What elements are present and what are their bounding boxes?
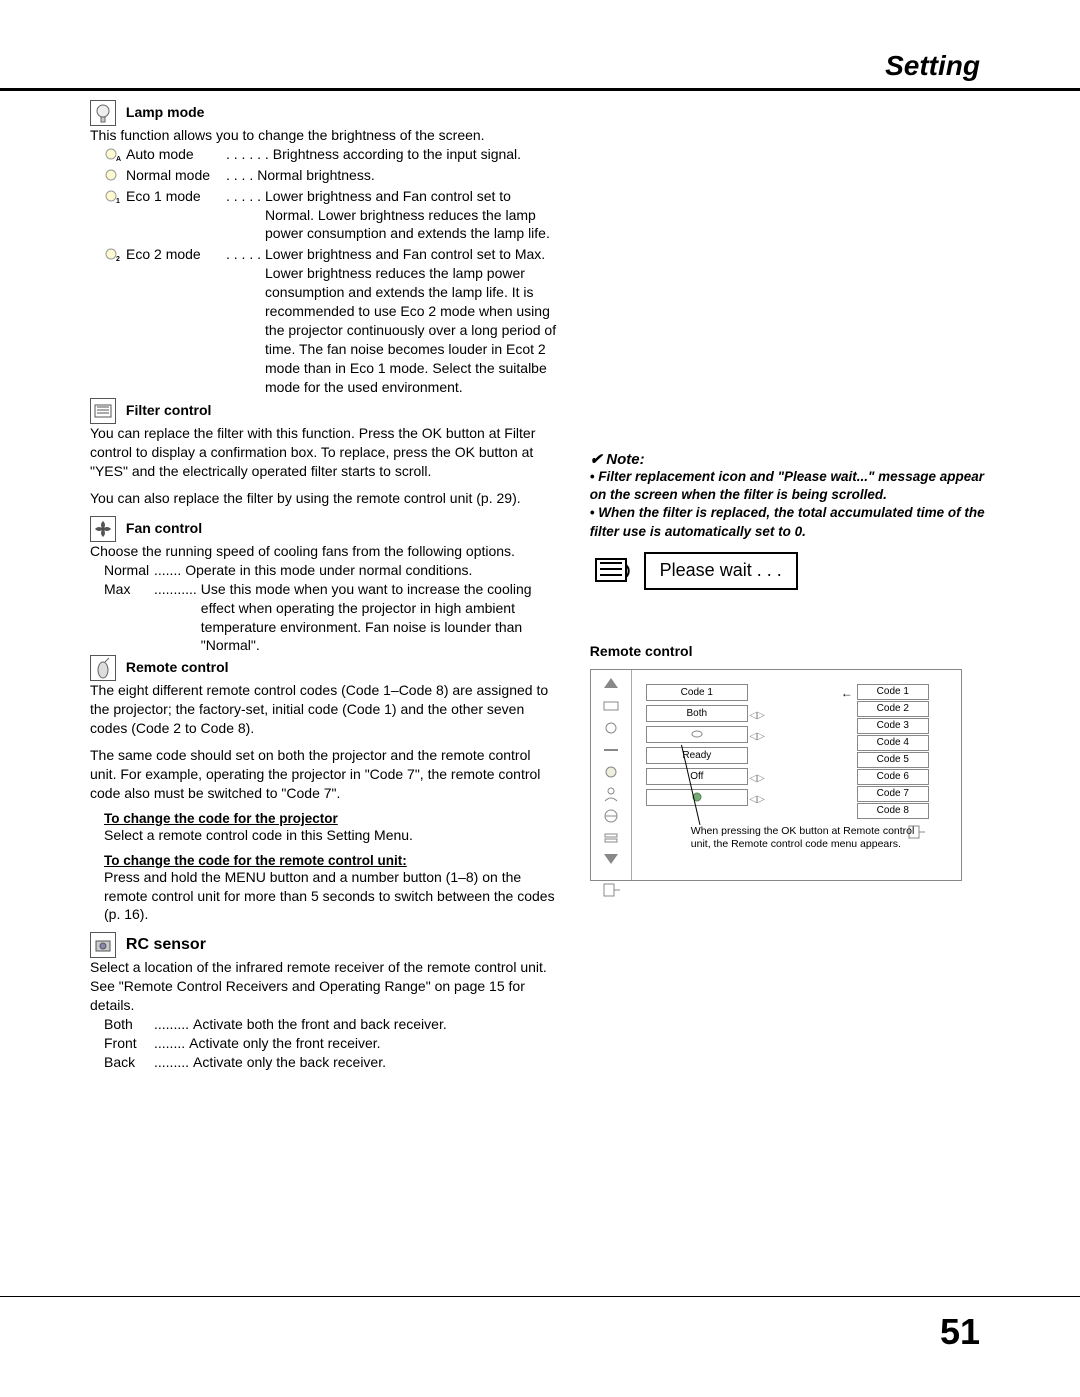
bulb-small-icon [600, 764, 622, 780]
triangle-up-icon [600, 676, 622, 692]
remote-sub2-h: To change the code for the remote contro… [104, 853, 560, 868]
bulb-icon [90, 100, 116, 126]
page-number: 51 [940, 1311, 980, 1353]
rc-panel-mid: Code 1 Both◁▷ ◁▷ Ready Off◁▷ ◁▷ [646, 684, 766, 810]
content-columns: Lamp mode This function allows you to ch… [90, 100, 990, 1317]
page: Setting Lamp mode This function allows y… [0, 0, 1080, 1397]
page-title: Setting [0, 50, 980, 82]
rc-code-3: Code 3 [857, 718, 929, 734]
please-wait-row: Please wait . . . [590, 549, 990, 593]
person-icon [600, 786, 622, 802]
rc-panel-left-strip [591, 670, 632, 880]
remote-heading: Remote control [126, 659, 229, 675]
lamp-mode-eco2: 2 Eco 2 mode . . . . . Lower brightness … [104, 245, 560, 396]
spacer [590, 100, 990, 450]
right-column: ✔ Note: • Filter replacement icon and "P… [590, 100, 990, 1317]
rc-panel-caption: When pressing the OK button at Remote co… [691, 825, 921, 851]
stack-icon [600, 830, 622, 846]
svg-text:1: 1 [116, 198, 120, 205]
please-wait-box: Please wait . . . [644, 552, 798, 590]
rc-heading: RC sensor [126, 936, 206, 953]
lamp-mode-auto: A Auto mode . . . . . . Brightness accor… [104, 145, 560, 164]
remote-sub1-h: To change the code for the projector [104, 811, 560, 826]
bulb-auto-icon: A [104, 147, 122, 163]
lamp-mode-eco1: 1 Eco 1 mode . . . . . Lower brightness … [104, 187, 560, 244]
page-header: Setting [0, 50, 1080, 91]
rc-code-4: Code 4 [857, 735, 929, 751]
globe-icon [600, 808, 622, 824]
svg-text:A: A [116, 156, 121, 163]
note-item-1: • Filter replacement icon and "Please wa… [590, 468, 990, 504]
fan-opt-max: Max........... Use this mode when you wa… [104, 580, 560, 656]
rc-field-4: Off◁▷ [646, 768, 748, 785]
remote-icon [90, 655, 116, 681]
remote-p2: The same code should set on both the pro… [90, 746, 560, 803]
rc-code-6: Code 6 [857, 769, 929, 785]
triangle-down-icon [600, 852, 622, 868]
tool-icon [600, 720, 622, 736]
bulb-eco2-icon: 2 [104, 247, 122, 263]
note-heading: Note: [606, 451, 644, 468]
rc-panel-title: Remote control [590, 643, 990, 659]
rc-field-2: ◁▷ [646, 726, 748, 743]
rc-opt-both: Both......... Activate both the front an… [104, 1015, 560, 1034]
note-item-2: • When the filter is replaced, the total… [590, 504, 990, 540]
exit-icon [600, 882, 622, 898]
footer-rule [0, 1296, 1080, 1297]
rc-intro: Select a location of the infrared remote… [90, 958, 560, 1015]
filter-heading: Filter control [126, 402, 212, 418]
rc-field-0: Code 1 [646, 684, 748, 701]
filter-icon [90, 398, 116, 424]
fan-intro: Choose the running speed of cooling fans… [90, 542, 560, 561]
rc-code-7: Code 7 [857, 786, 929, 802]
rc-panel-right: Code 1 Code 2 Code 3 Code 4 Code 5 Code … [857, 684, 947, 845]
fan-opt-normal: Normal....... Operate in this mode under… [104, 561, 560, 580]
rc-section: RC sensor Select a location of the infra… [90, 932, 560, 1071]
bulb-normal-icon [104, 168, 122, 184]
rc-opt-front: Front........ Activate only the front re… [104, 1034, 560, 1053]
note-section: ✔ Note: • Filter replacement icon and "P… [590, 450, 990, 593]
bulb-eco1-icon: 1 [104, 189, 122, 205]
remote-sub2-t: Press and hold the MENU button and a num… [104, 868, 560, 925]
rc-panel: Code 1 Both◁▷ ◁▷ Ready Off◁▷ ◁▷ Code 1 C… [590, 669, 962, 881]
rc-field-3: Ready [646, 747, 748, 764]
fan-heading: Fan control [126, 520, 202, 536]
lamp-mode-normal: Normal mode . . . . Normal brightness. [104, 166, 560, 185]
filter-section: Filter control You can replace the filte… [90, 398, 560, 508]
lamp-heading: Lamp mode [126, 104, 205, 120]
rc-sensor-icon [90, 932, 116, 958]
rc-field-1: Both◁▷ [646, 705, 748, 722]
filter-large-icon [590, 549, 634, 593]
fan-icon [90, 516, 116, 542]
remote-section: Remote control The eight different remot… [90, 655, 560, 924]
rc-code-5: Code 5 [857, 752, 929, 768]
rc-field-5: ◁▷ [646, 789, 748, 806]
filter-p1: You can replace the filter with this fun… [90, 424, 560, 481]
rc-code-2: Code 2 [857, 701, 929, 717]
filter-p2: You can also replace the filter by using… [90, 489, 560, 508]
lamp-section: Lamp mode This function allows you to ch… [90, 100, 560, 396]
fan-section: Fan control Choose the running speed of … [90, 516, 560, 655]
pencil-icon [600, 698, 622, 714]
rc-code-8: Code 8 [857, 803, 929, 819]
left-column: Lamp mode This function allows you to ch… [90, 100, 560, 1317]
remote-p1: The eight different remote control codes… [90, 681, 560, 738]
rc-code-1: Code 1 [857, 684, 929, 700]
rc-pointer-arrow: ← [841, 686, 853, 700]
rc-opt-back: Back......... Activate only the back rec… [104, 1053, 560, 1072]
remote-sub1-t: Select a remote control code in this Set… [104, 826, 560, 845]
lamp-intro: This function allows you to change the b… [90, 126, 560, 145]
link-icon [600, 742, 622, 758]
note-check-icon: ✔ [590, 451, 603, 468]
svg-text:2: 2 [116, 256, 120, 263]
